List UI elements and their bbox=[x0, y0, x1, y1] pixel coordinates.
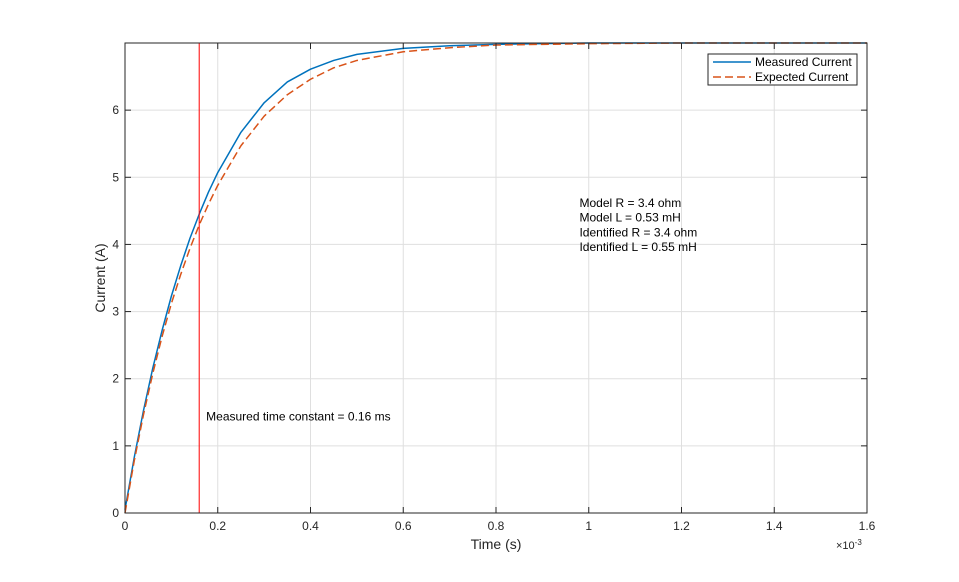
x-tick-label: 1.6 bbox=[859, 519, 876, 533]
x-tick-label: 0.2 bbox=[209, 519, 226, 533]
annotation-text: Identified R = 3.4 ohm bbox=[579, 225, 697, 239]
annotation-text: Model R = 3.4 ohm bbox=[579, 196, 681, 210]
y-axis-ticks: 0 1 2 3 4 5 6 bbox=[112, 103, 867, 520]
legend-label-expected-current: Expected Current bbox=[755, 70, 849, 84]
x-tick-label: 1.4 bbox=[766, 519, 783, 533]
expected-current-line bbox=[124, 42, 867, 514]
x-axis-ticks: 0 0.2 0.4 0.6 0.8 1 1.2 1.4 1.6 bbox=[122, 43, 876, 533]
legend: Measured Current Expected Current bbox=[707, 53, 858, 86]
annotations: Measured time constant = 0.16 ms Model R … bbox=[206, 196, 697, 424]
y-axis-label: Current (A) bbox=[92, 243, 108, 312]
x-tick-label: 0 bbox=[122, 519, 129, 533]
y-tick-label: 4 bbox=[112, 237, 119, 251]
legend-label-measured-current: Measured Current bbox=[755, 55, 852, 69]
annotation-text: Identified L = 0.55 mH bbox=[579, 240, 696, 254]
y-tick-label: 1 bbox=[112, 439, 119, 453]
x-tick-label: 0.8 bbox=[488, 519, 505, 533]
x-tick-label: 1.2 bbox=[673, 519, 690, 533]
annotation-text: Measured time constant = 0.16 ms bbox=[206, 409, 390, 423]
annotation-text: Model L = 0.53 mH bbox=[579, 211, 680, 225]
x-axis-exponent-power: -3 bbox=[855, 538, 863, 547]
y-tick-label: 3 bbox=[112, 305, 119, 319]
x-tick-label: 1 bbox=[585, 519, 592, 533]
y-tick-label: 6 bbox=[112, 103, 119, 117]
series-layer bbox=[124, 42, 867, 514]
x-axis-exponent: ×10-3 bbox=[836, 538, 862, 552]
x-axis-exponent-base: ×10 bbox=[836, 540, 855, 552]
x-axis-label: Time (s) bbox=[471, 536, 522, 552]
y-tick-label: 5 bbox=[112, 170, 119, 184]
x-tick-label: 0.6 bbox=[395, 519, 412, 533]
y-tick-label: 0 bbox=[112, 506, 119, 520]
x-tick-label: 0.4 bbox=[302, 519, 319, 533]
y-tick-label: 2 bbox=[112, 372, 119, 386]
legend-box bbox=[707, 53, 858, 86]
